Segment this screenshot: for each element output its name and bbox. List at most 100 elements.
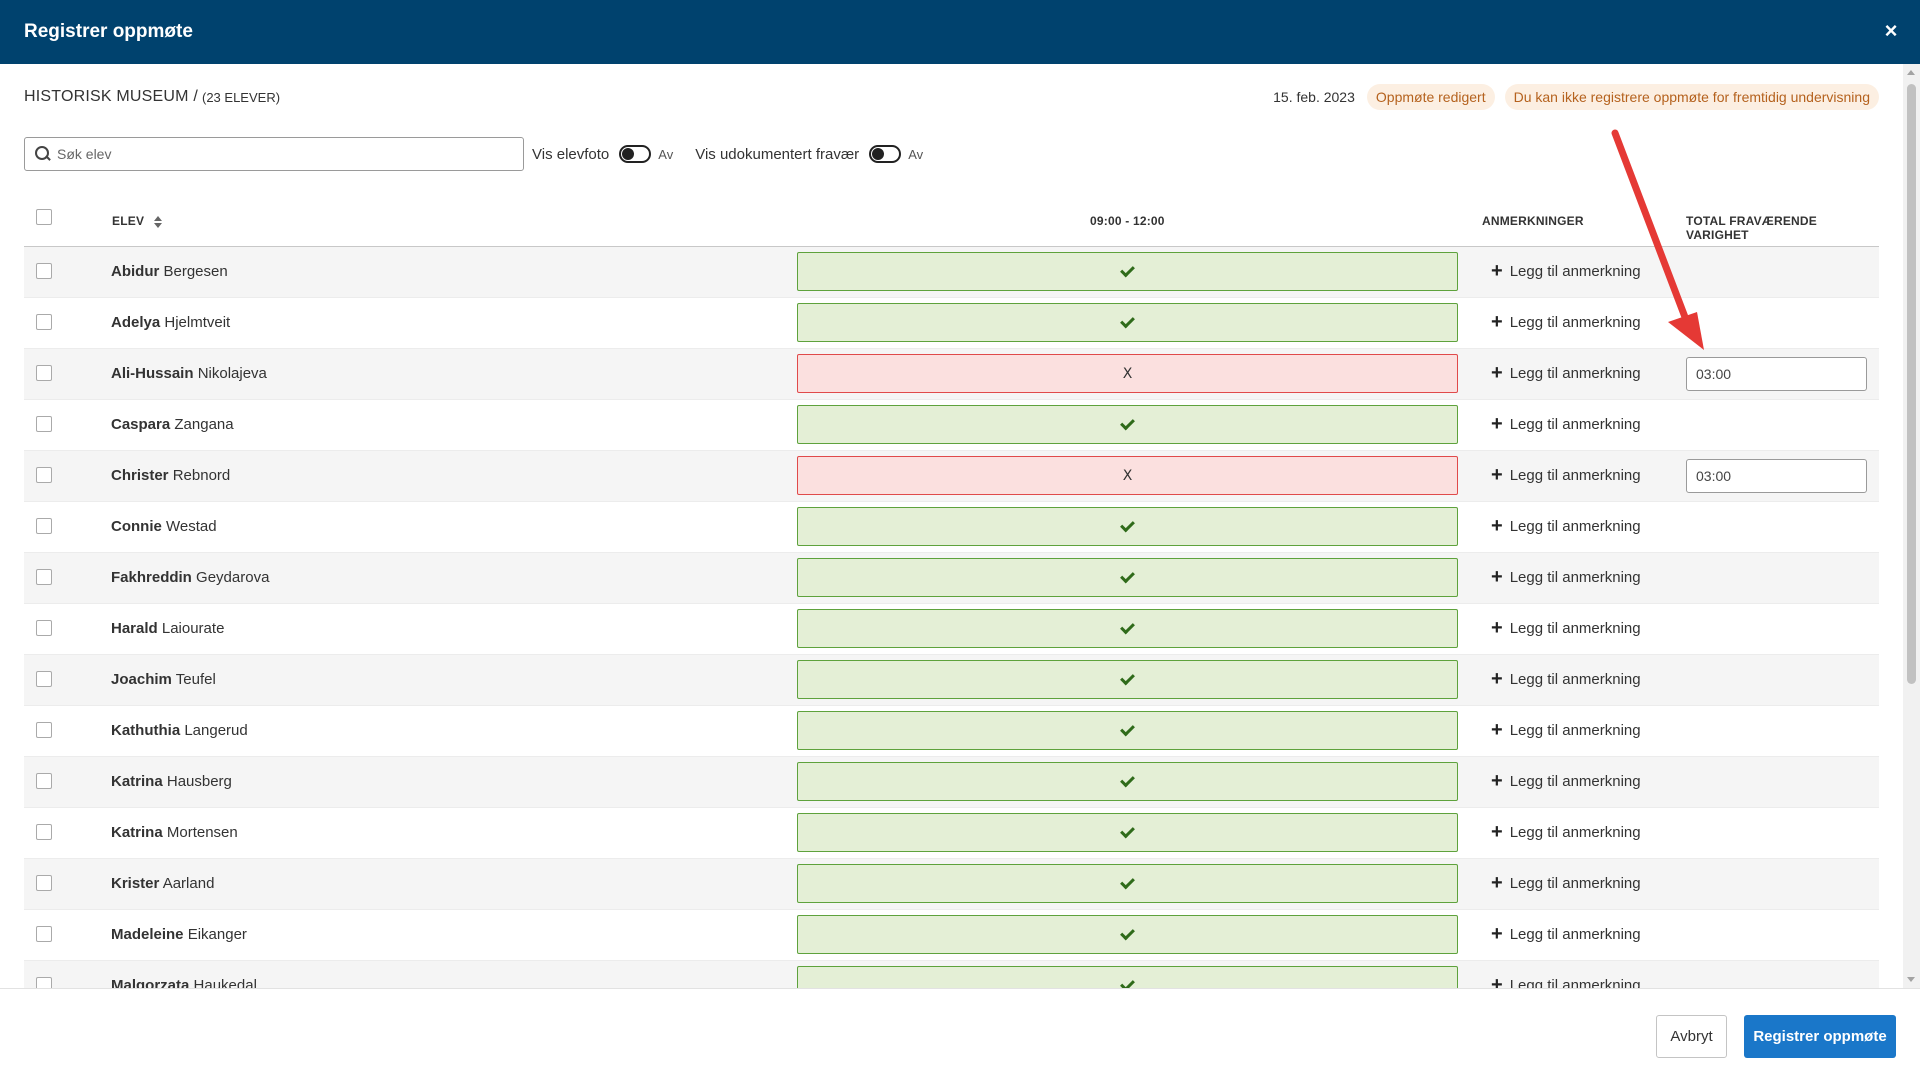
attendance-present-cell[interactable] [797, 711, 1458, 750]
absent-x-icon: X [1122, 467, 1133, 484]
student-first-name: Krister [111, 875, 160, 892]
add-remark-button[interactable]: + Legg til anmerkning [1491, 618, 1641, 638]
add-remark-button[interactable]: + Legg til anmerkning [1491, 516, 1641, 536]
attendance-present-cell[interactable] [797, 915, 1458, 954]
row-checkbox[interactable] [36, 773, 52, 789]
absence-toggle-switch[interactable] [869, 145, 902, 163]
attendance-present-cell[interactable] [797, 813, 1458, 852]
plus-icon: + [1491, 260, 1503, 282]
add-remark-button[interactable]: + Legg til anmerkning [1491, 363, 1641, 383]
row-checkbox[interactable] [36, 671, 52, 687]
row-checkbox[interactable] [36, 314, 52, 330]
table-row: Christer Rebnord X + Legg til anmerkning [24, 451, 1879, 502]
student-name: Adelya Hjelmtveit [111, 314, 230, 331]
toolbar: Vis elevfoto Av Vis udokumentert fravær … [24, 137, 937, 171]
row-checkbox[interactable] [36, 416, 52, 432]
cancel-button[interactable]: Avbryt [1656, 1015, 1727, 1058]
student-last-name: Laiourate [161, 620, 225, 637]
row-checkbox[interactable] [36, 824, 52, 840]
add-remark-button[interactable]: + Legg til anmerkning [1491, 975, 1641, 988]
checkmark-icon [1120, 568, 1135, 583]
plus-icon: + [1491, 617, 1503, 639]
student-first-name: Connie [111, 518, 162, 535]
student-count: (23 ELEVER) [202, 89, 281, 105]
search-input[interactable] [57, 146, 523, 162]
attendance-present-cell[interactable] [797, 405, 1458, 444]
add-remark-button[interactable]: + Legg til anmerkning [1491, 261, 1641, 281]
attendance-present-cell[interactable] [797, 966, 1458, 988]
row-checkbox[interactable] [36, 926, 52, 942]
close-icon[interactable]: × [1884, 18, 1898, 43]
add-remark-button[interactable]: + Legg til anmerkning [1491, 720, 1641, 740]
student-first-name: Malgorzata [111, 977, 190, 988]
attendance-present-cell[interactable] [797, 660, 1458, 699]
add-remark-button[interactable]: + Legg til anmerkning [1491, 873, 1641, 893]
register-attendance-button[interactable]: Registrer oppmøte [1744, 1015, 1896, 1058]
row-checkbox[interactable] [36, 977, 52, 988]
add-remark-button[interactable]: + Legg til anmerkning [1491, 414, 1641, 434]
add-remark-label: Legg til anmerkning [1509, 364, 1641, 382]
plus-icon: + [1491, 770, 1503, 792]
absent-x-icon: X [1122, 365, 1133, 382]
course-title: HISTORISK MUSEUM / [24, 88, 198, 105]
absence-duration-input[interactable] [1686, 357, 1867, 391]
row-checkbox[interactable] [36, 875, 52, 891]
info-right: 15. feb. 2023 Oppmøte redigert Du kan ik… [1273, 84, 1879, 110]
attendance-absent-cell[interactable]: X [797, 354, 1458, 393]
add-remark-button[interactable]: + Legg til anmerkning [1491, 312, 1641, 332]
dialog-title: Registrer oppmøte [24, 21, 193, 42]
student-first-name: Katrina [111, 773, 163, 790]
student-name: Christer Rebnord [111, 467, 230, 484]
absence-toggle-state: Av [908, 146, 924, 162]
table-row: Harald Laiourate + Legg til anmerkning [24, 604, 1879, 655]
add-remark-button[interactable]: + Legg til anmerkning [1491, 924, 1641, 944]
student-first-name: Katrina [111, 824, 163, 841]
row-checkbox[interactable] [36, 722, 52, 738]
attendance-present-cell[interactable] [797, 507, 1458, 546]
add-remark-button[interactable]: + Legg til anmerkning [1491, 822, 1641, 842]
table-row: Kathuthia Langerud + Legg til anmerkning [24, 706, 1879, 757]
attendance-present-cell[interactable] [797, 558, 1458, 597]
student-header-label: ELEV [112, 214, 145, 228]
select-all-checkbox[interactable] [36, 209, 52, 225]
student-last-name: Haukedal [193, 977, 257, 988]
checkmark-icon [1120, 313, 1135, 328]
student-first-name: Caspara [111, 416, 171, 433]
student-column-header[interactable]: ELEV [112, 214, 163, 228]
attendance-absent-cell[interactable]: X [797, 456, 1458, 495]
scroll-up-icon[interactable] [1907, 70, 1915, 75]
attendance-present-cell[interactable] [797, 252, 1458, 291]
add-remark-button[interactable]: + Legg til anmerkning [1491, 669, 1641, 689]
search-box[interactable] [24, 137, 524, 171]
row-checkbox[interactable] [36, 467, 52, 483]
add-remark-label: Legg til anmerkning [1509, 874, 1641, 892]
row-checkbox[interactable] [36, 518, 52, 534]
row-checkbox[interactable] [36, 365, 52, 381]
future-warning-badge: Du kan ikke registrere oppmøte for fremt… [1504, 84, 1879, 110]
toggle-student-photo: Vis elevfoto Av [532, 145, 687, 163]
sort-icon[interactable] [154, 215, 163, 228]
student-name: Connie Westad [111, 518, 217, 535]
photo-toggle-switch[interactable] [619, 145, 652, 163]
table-row: Malgorzata Haukedal + Legg til anmerkning [24, 961, 1879, 988]
absence-duration-input[interactable] [1686, 459, 1867, 493]
row-checkbox[interactable] [36, 263, 52, 279]
scrollbar-thumb[interactable] [1907, 84, 1916, 684]
total-absence-column-header: TOTAL FRAVÆRENDE VARIGHET [1686, 214, 1817, 242]
add-remark-button[interactable]: + Legg til anmerkning [1491, 465, 1641, 485]
student-last-name: Aarland [162, 875, 215, 892]
add-remark-button[interactable]: + Legg til anmerkning [1491, 771, 1641, 791]
scroll-down-icon[interactable] [1907, 977, 1915, 982]
row-checkbox[interactable] [36, 569, 52, 585]
attendance-present-cell[interactable] [797, 609, 1458, 648]
add-remark-button[interactable]: + Legg til anmerkning [1491, 567, 1641, 587]
attendance-present-cell[interactable] [797, 864, 1458, 903]
row-checkbox[interactable] [36, 620, 52, 636]
attendance-table: ELEV 09:00 - 12:00 ANMERKNINGER TOTAL FR… [24, 192, 1879, 988]
table-row: Madeleine Eikanger + Legg til anmerkning [24, 910, 1879, 961]
attendance-present-cell[interactable] [797, 303, 1458, 342]
dialog-header: Registrer oppmøte × [0, 0, 1920, 64]
attendance-present-cell[interactable] [797, 762, 1458, 801]
scrollbar[interactable] [1903, 64, 1920, 988]
student-name: Katrina Hausberg [111, 773, 232, 790]
